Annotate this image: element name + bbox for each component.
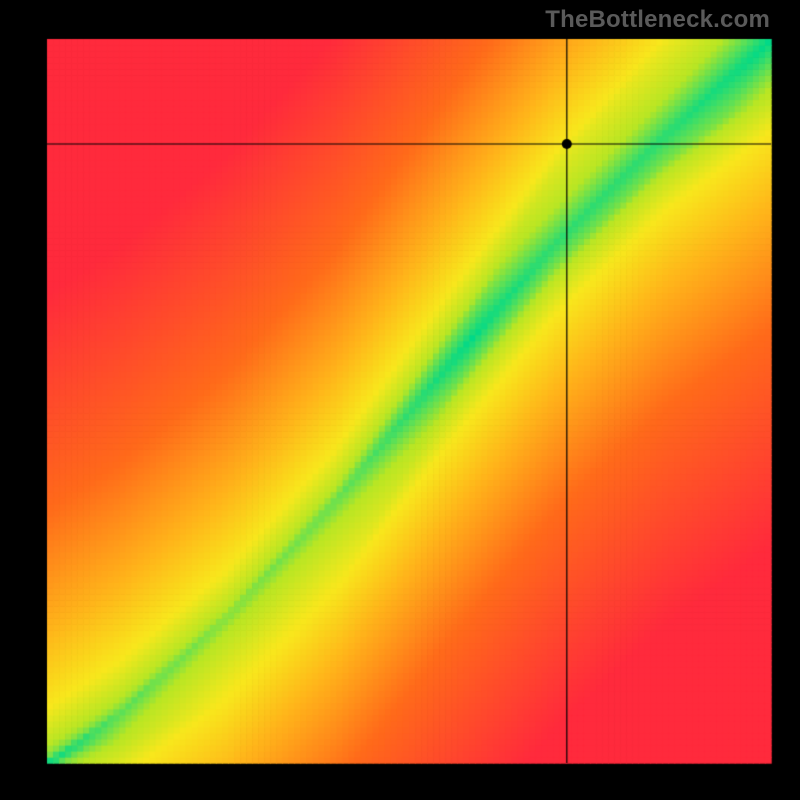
watermark-text: TheBottleneck.com	[545, 6, 770, 34]
bottleneck-heatmap	[0, 0, 800, 800]
chart-container: TheBottleneck.com	[0, 0, 800, 800]
